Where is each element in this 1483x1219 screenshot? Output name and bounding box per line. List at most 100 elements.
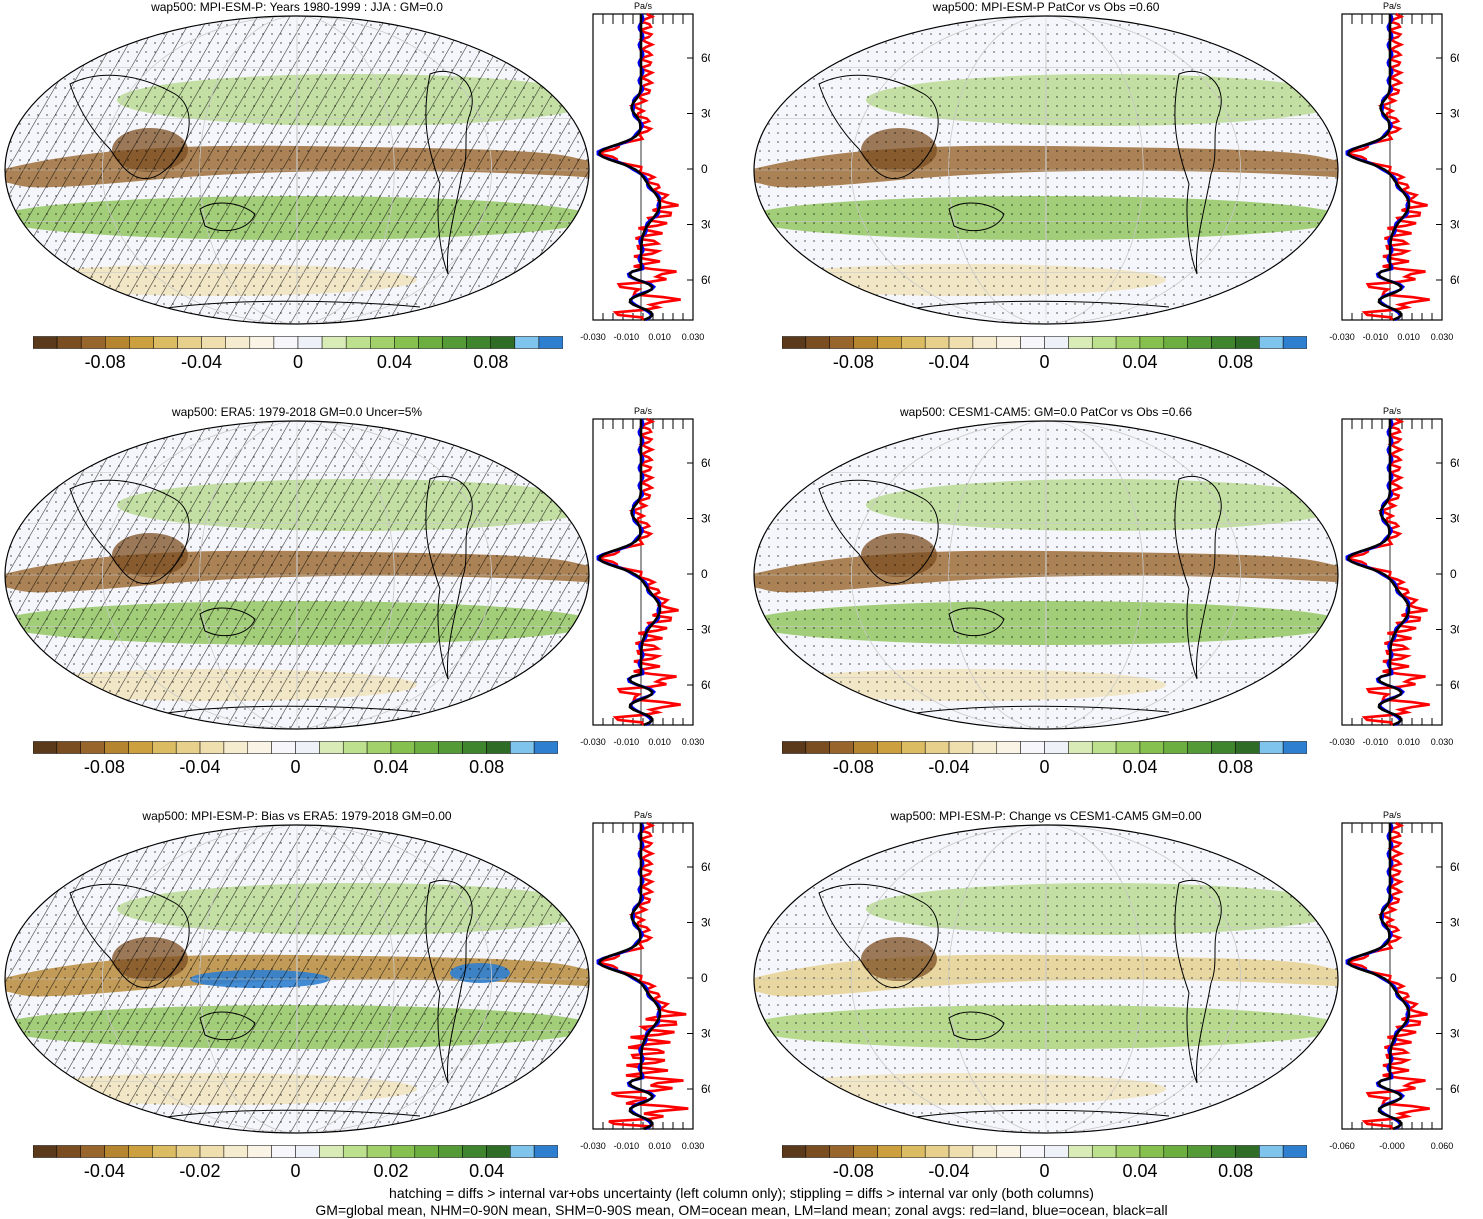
colorbar-swatch xyxy=(1259,1145,1284,1158)
colorbar-swatch xyxy=(152,741,177,754)
colorbar-tick: -0.02 xyxy=(179,1161,221,1181)
zonal-land-curve xyxy=(599,12,681,321)
colorbar-swatch xyxy=(901,336,926,349)
colorbar-swatch xyxy=(901,741,926,754)
zonal-x-label: -0.010 xyxy=(614,737,640,747)
graticule-meridian xyxy=(102,825,492,1133)
zonal-lat-label: 60N xyxy=(701,860,710,874)
panel-change-vs-cesm1: wap500: MPI-ESM-P: Change vs CESM1-CAM5 … xyxy=(749,809,1483,1215)
zonal-lat-label: 60S xyxy=(701,678,710,692)
zonal-x-label: -0.030 xyxy=(1329,332,1355,342)
map-border xyxy=(753,15,1339,325)
zonal-lat-label: 30S xyxy=(1450,623,1459,637)
colorbar-swatch xyxy=(394,336,419,349)
zonal-lat-label: 60S xyxy=(1450,678,1459,692)
colorbar-swatch xyxy=(972,336,998,349)
colorbar-swatch xyxy=(175,1145,201,1158)
colorbar-tick: 0.04 xyxy=(373,757,409,777)
colorbar-tick: -0.08 xyxy=(832,757,874,777)
map-border xyxy=(4,15,590,325)
zonal-lat-label: 30N xyxy=(1450,512,1459,526)
colorbar-tick: -0.04 xyxy=(928,352,970,372)
coastline-eurasia-africa xyxy=(69,883,190,989)
zonal-x-label: -0.030 xyxy=(1329,737,1355,747)
colorbar-swatch xyxy=(33,741,58,754)
colorbar-swatch xyxy=(782,1145,807,1158)
map-robinson xyxy=(4,15,590,325)
colorbar-swatch xyxy=(1091,1145,1117,1158)
colorbar-swatch xyxy=(80,336,106,349)
zonal-lat-label: 0 xyxy=(1450,567,1457,581)
colorbar-tick: 0.04 xyxy=(469,1161,505,1181)
colorbar-swatch xyxy=(948,741,974,754)
coastline-americas xyxy=(425,879,473,1084)
map-border xyxy=(4,420,590,730)
colorbar-swatch xyxy=(877,336,902,349)
colorbar-tick-labels: -0.08 -0.04 0 0.04 0.08 xyxy=(33,757,558,779)
zonal-lat-label: 60N xyxy=(1450,456,1459,470)
colorbar-swatch xyxy=(1115,336,1141,349)
zonal-x-label: 0.030 xyxy=(682,332,705,342)
zonal-mean-plot: Pa/s 60N 30N 0 30S 60S -0.030 -0.010 0.010 0.030 xyxy=(1329,406,1459,747)
colorbar-swatch xyxy=(829,1145,854,1158)
colorbar-swatch xyxy=(1139,1145,1165,1158)
zonal-x-label: 0.010 xyxy=(1397,332,1420,342)
colorbar-swatch xyxy=(1211,1145,1236,1158)
zonal-x-label: -0.010 xyxy=(1363,332,1389,342)
colorbar xyxy=(33,741,558,754)
map-robinson xyxy=(753,15,1339,325)
colorbar-tick: -0.08 xyxy=(84,352,126,372)
colorbar-swatch xyxy=(247,741,272,754)
colorbar-swatch xyxy=(271,741,296,754)
map-robinson xyxy=(4,420,590,730)
colorbar-tick: -0.04 xyxy=(179,757,221,777)
zonal-units-label: Pa/s xyxy=(634,810,653,820)
colorbar-swatch xyxy=(223,741,249,754)
zonal-x-label: 0.010 xyxy=(1397,737,1420,747)
colorbar-tick-labels: -0.08 -0.04 0 0.04 0.08 xyxy=(782,352,1307,374)
colorbar-swatch xyxy=(805,1145,830,1158)
colorbar-swatch xyxy=(829,741,854,754)
colorbar-tick: -0.04 xyxy=(928,757,970,777)
colorbar-swatch xyxy=(153,336,178,349)
panel-title: wap500: MPI-ESM-P: Years 1980-1999 : JJA… xyxy=(151,0,443,14)
colorbar-swatch xyxy=(490,336,516,349)
colorbar-tick: 0 xyxy=(1039,757,1050,777)
colorbar-swatch xyxy=(104,741,129,754)
panel-title: wap500: MPI-ESM-P: Bias vs ERA5: 1979-20… xyxy=(142,809,452,823)
colorbar-tick: 0.02 xyxy=(373,1161,409,1181)
colorbar-swatch xyxy=(175,741,201,754)
panel-title: wap500: MPI-ESM-P PatCor vs Obs =0.60 xyxy=(932,0,1160,14)
zonal-land-curve xyxy=(599,821,689,1131)
colorbar-swatch xyxy=(345,336,371,349)
colorbar-swatch xyxy=(948,336,974,349)
colorbar-swatch xyxy=(853,336,878,349)
zonal-mean-plot: Pa/s 60N 30N 0 30S 60S -0.030 -0.010 0.010 0.030 xyxy=(580,1,710,342)
colorbar-tick: 0.08 xyxy=(1218,1161,1254,1181)
colorbar-swatch xyxy=(486,741,511,754)
colorbar-swatch xyxy=(1187,336,1212,349)
zonal-lat-label: 30S xyxy=(1450,218,1459,232)
zonal-lat-label: 30N xyxy=(701,107,710,121)
colorbar-swatch xyxy=(297,336,323,349)
zonal-lat-label: 60S xyxy=(701,1082,710,1096)
colorbar-tick: -0.08 xyxy=(832,352,874,372)
graticule-meridian xyxy=(1045,16,1047,324)
colorbar-swatch xyxy=(295,1145,320,1158)
coastline-antarctica xyxy=(908,1109,1170,1119)
colorbar-swatch xyxy=(342,1145,368,1158)
colorbar-swatch xyxy=(924,741,950,754)
colorbar-swatch xyxy=(853,741,878,754)
colorbar-swatch xyxy=(924,336,950,349)
colorbar-swatch xyxy=(514,336,540,349)
graticule-meridian xyxy=(948,825,1144,1133)
zonal-all-curve xyxy=(598,823,662,1131)
coastline-antarctica xyxy=(159,1109,421,1119)
colorbar-swatch xyxy=(321,336,347,349)
graticule-meridian xyxy=(1045,421,1047,729)
colorbar-tick: 0.08 xyxy=(473,352,509,372)
zonal-x-label: 0.030 xyxy=(682,737,705,747)
colorbar-swatch xyxy=(1235,1145,1260,1158)
zonal-x-label: 0.010 xyxy=(648,332,671,342)
colorbar-swatch xyxy=(201,336,226,349)
